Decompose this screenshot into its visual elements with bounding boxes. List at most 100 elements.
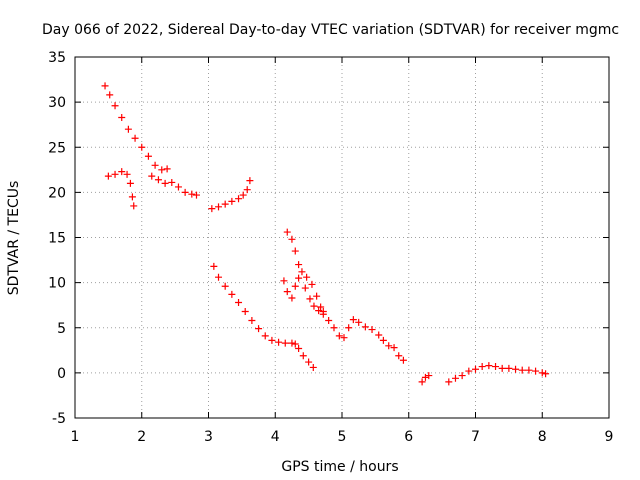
x-tick-label: 4	[271, 429, 280, 445]
data-point	[163, 165, 171, 173]
data-point	[281, 339, 289, 347]
data-point	[425, 372, 433, 380]
data-point	[368, 326, 376, 334]
x-tick-label: 7	[471, 429, 480, 445]
data-point	[451, 374, 459, 382]
data-point	[295, 274, 303, 282]
data-point	[472, 365, 479, 373]
data-point	[215, 203, 223, 211]
data-point	[221, 282, 229, 290]
data-point	[525, 366, 533, 374]
y-tick-label: 25	[48, 140, 66, 156]
axes: 1 2 3 4 5 6 7 8 9 -5 0 5 10 15 20 25 30 35	[48, 50, 613, 445]
y-tick-label: 5	[57, 321, 66, 337]
data-point	[308, 280, 316, 288]
x-tick-label: 3	[204, 429, 213, 445]
data-point	[280, 277, 288, 285]
data-point	[518, 366, 526, 374]
x-tick-label: 9	[605, 429, 614, 445]
data-point	[299, 352, 307, 360]
data-point	[315, 307, 323, 315]
data-point	[138, 143, 146, 151]
data-point	[124, 125, 132, 133]
y-tick-label: 15	[48, 231, 66, 247]
data-point	[261, 332, 269, 340]
data-point	[154, 176, 162, 184]
data-point	[361, 323, 369, 331]
data-point	[465, 367, 473, 375]
data-point	[385, 342, 393, 350]
data-point	[248, 317, 256, 325]
series-segment-1-lower	[104, 168, 138, 210]
data-point	[130, 202, 138, 210]
data-point	[532, 367, 540, 375]
data-point	[158, 166, 166, 174]
data-point	[288, 235, 296, 243]
data-point	[148, 172, 156, 180]
data-point	[498, 364, 506, 372]
data-point	[345, 324, 353, 332]
data-point	[310, 302, 318, 310]
x-tick-label: 6	[404, 429, 413, 445]
data-point	[118, 168, 126, 176]
data-point	[181, 188, 189, 196]
data-point	[538, 369, 546, 377]
grid	[75, 57, 609, 418]
data-point	[379, 336, 387, 344]
series-segment-4	[210, 262, 317, 371]
series-segment-2	[148, 172, 200, 199]
data-point	[151, 161, 159, 169]
data-point	[295, 261, 303, 269]
data-point	[246, 177, 254, 185]
data-point	[288, 294, 296, 302]
data-point	[355, 318, 363, 326]
data-point	[291, 247, 299, 255]
data-point	[399, 356, 407, 364]
data-point	[288, 339, 296, 347]
data-point	[390, 344, 398, 352]
plot-frame	[74, 56, 610, 419]
data-point	[144, 152, 152, 160]
data-point	[241, 308, 249, 316]
data-point	[478, 363, 486, 371]
data-point	[283, 228, 291, 236]
data-point	[395, 352, 403, 360]
data-point	[228, 197, 236, 205]
data-point	[275, 338, 283, 346]
data-point	[485, 362, 493, 370]
x-tick-label: 2	[137, 429, 146, 445]
chart-title: Day 066 of 2022, Sidereal Day-to-day VTE…	[42, 22, 619, 38]
data-point	[303, 273, 311, 281]
data-point	[215, 273, 223, 281]
data-point	[418, 378, 426, 386]
data-point	[542, 370, 550, 378]
data-point	[283, 288, 291, 296]
data-point	[239, 191, 247, 199]
y-tick-label: 0	[57, 366, 66, 382]
y-tick-label: -5	[52, 411, 66, 427]
data-point	[208, 205, 216, 213]
x-axis-title: GPS time / hours	[281, 459, 398, 475]
data-point	[335, 332, 343, 340]
data-point	[505, 364, 513, 372]
data-point	[375, 331, 383, 339]
data-point	[210, 262, 218, 270]
series-segment-8	[445, 362, 550, 386]
data-point	[228, 290, 236, 298]
data-point	[128, 193, 136, 201]
data-point	[111, 102, 119, 110]
data-point	[168, 178, 176, 186]
data-point	[445, 378, 453, 386]
data-point	[118, 113, 126, 121]
data-point	[301, 284, 309, 292]
series-segment-6	[280, 274, 407, 364]
data-point	[349, 316, 357, 324]
data-point	[512, 365, 520, 373]
series-segment-1-upper	[101, 82, 171, 174]
data-point	[268, 336, 276, 344]
data-point	[123, 170, 131, 178]
data-point	[306, 295, 314, 303]
y-tick-label: 35	[48, 50, 66, 66]
x-tick-label: 1	[71, 429, 80, 445]
